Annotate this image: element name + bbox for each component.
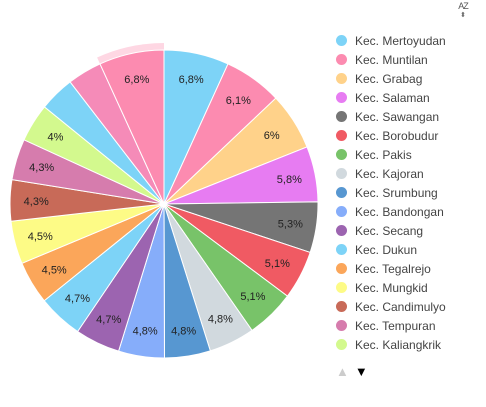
legend-swatch xyxy=(336,187,347,198)
legend-item[interactable]: Kec. Mertoyudan xyxy=(336,31,486,50)
slice-value-label: 4,7% xyxy=(65,293,90,305)
slice-value-label: 4,5% xyxy=(42,264,67,276)
sort-arrow-icon: ⬍ xyxy=(460,12,466,19)
legend-label: Kec. Tegalrejo xyxy=(355,261,431,276)
legend-label: Kec. Mungkid xyxy=(355,280,428,295)
legend-label: Kec. Grabag xyxy=(355,71,423,86)
legend-item[interactable]: Kec. Candimulyo xyxy=(336,297,486,316)
slice-value-label: 4,3% xyxy=(29,162,54,174)
slice-value-label: 4,5% xyxy=(28,231,53,243)
legend-item[interactable]: Kec. Srumbung xyxy=(336,183,486,202)
slice-value-label: 6,1% xyxy=(226,95,251,107)
slice-value-label: 6% xyxy=(264,130,280,142)
pie-chart: 6,8% 6,1% 6% 5,8% 5,3% 5,1% 5,1% 4,8% 4,8% 4,8% 4,… xyxy=(9,43,319,359)
legend-item[interactable]: Kec. Muntilan xyxy=(336,50,486,69)
legend-item[interactable]: Kec. Tegalrejo xyxy=(336,259,486,278)
legend-swatch xyxy=(336,301,347,312)
legend-swatch xyxy=(336,168,347,179)
legend-label: Kec. Borobudur xyxy=(355,128,439,143)
chart-legend: Kec. Mertoyudan Kec. Muntilan Kec. Grabag K… xyxy=(336,31,486,354)
slice-value-label: 4,8% xyxy=(208,314,233,326)
sort-az-button[interactable]: AZ ⬍ xyxy=(452,1,474,20)
legend-label: Kec. Dukun xyxy=(355,242,418,257)
legend-swatch xyxy=(336,225,347,236)
slice-value-label: 4,8% xyxy=(133,325,158,337)
legend-label: Kec. Salaman xyxy=(355,90,430,105)
legend-label: Kec. Srumbung xyxy=(355,185,438,200)
legend-item[interactable]: Kec. Bandongan xyxy=(336,202,486,221)
slice-value-label: 6,8% xyxy=(179,74,204,86)
legend-swatch xyxy=(336,54,347,65)
legend-label: Kec. Sawangan xyxy=(355,109,440,124)
slice-value-label: 4,8% xyxy=(171,325,196,337)
legend-item[interactable]: Kec. Salaman xyxy=(336,88,486,107)
legend-swatch xyxy=(336,149,347,160)
legend-item[interactable]: Kec. Pakis xyxy=(336,145,486,164)
legend-item[interactable]: Kec. Kaliangkrik xyxy=(336,335,486,354)
legend-swatch xyxy=(336,206,347,217)
pie-slice[interactable] xyxy=(99,49,165,205)
slice-value-label: 4,3% xyxy=(24,196,49,208)
legend-item[interactable]: Kec. Sawangan xyxy=(336,107,486,126)
legend-item[interactable]: Kec. Borobudur xyxy=(336,126,486,145)
slice-value-label: 4,7% xyxy=(96,314,121,326)
legend-swatch xyxy=(336,73,347,84)
legend-item[interactable]: Kec. Grabag xyxy=(336,69,486,88)
legend-item[interactable]: Kec. Kajoran xyxy=(336,164,486,183)
legend-label: Kec. Bandongan xyxy=(355,204,444,219)
legend-item[interactable]: Kec. Secang xyxy=(336,221,486,240)
slice-value-label: 5,1% xyxy=(265,258,290,270)
legend-swatch xyxy=(336,35,347,46)
legend-item[interactable]: Kec. Dukun xyxy=(336,240,486,259)
legend-swatch xyxy=(336,111,347,122)
legend-item[interactable]: Kec. Tempuran xyxy=(336,316,486,335)
legend-page-up-icon[interactable]: ▲ xyxy=(336,364,349,379)
legend-label: Kec. Candimulyo xyxy=(355,299,446,314)
legend-label: Kec. Kaliangkrik xyxy=(355,337,442,352)
legend-swatch xyxy=(336,339,347,350)
legend-swatch xyxy=(336,282,347,293)
slice-value-label: 5,1% xyxy=(240,291,265,303)
legend-label: Kec. Pakis xyxy=(355,147,412,162)
sort-az-label: AZ xyxy=(458,1,469,11)
legend-swatch xyxy=(336,320,347,331)
legend-pager: ▲ ▼ xyxy=(336,364,368,379)
slice-value-label: 5,3% xyxy=(278,218,303,230)
slice-value-label: 6,8% xyxy=(124,74,149,86)
slice-value-label: 4% xyxy=(47,132,63,144)
slice-value-label: 5,8% xyxy=(277,174,302,186)
legend-item[interactable]: Kec. Mungkid xyxy=(336,278,486,297)
legend-swatch xyxy=(336,263,347,274)
legend-label: Kec. Kajoran xyxy=(355,166,424,181)
legend-label: Kec. Mertoyudan xyxy=(355,33,446,48)
legend-label: Kec. Muntilan xyxy=(355,52,428,67)
legend-label: Kec. Secang xyxy=(355,223,424,238)
legend-page-down-icon[interactable]: ▼ xyxy=(354,364,368,379)
legend-swatch xyxy=(336,130,347,141)
legend-swatch xyxy=(336,92,347,103)
legend-label: Kec. Tempuran xyxy=(355,318,436,333)
legend-swatch xyxy=(336,244,347,255)
